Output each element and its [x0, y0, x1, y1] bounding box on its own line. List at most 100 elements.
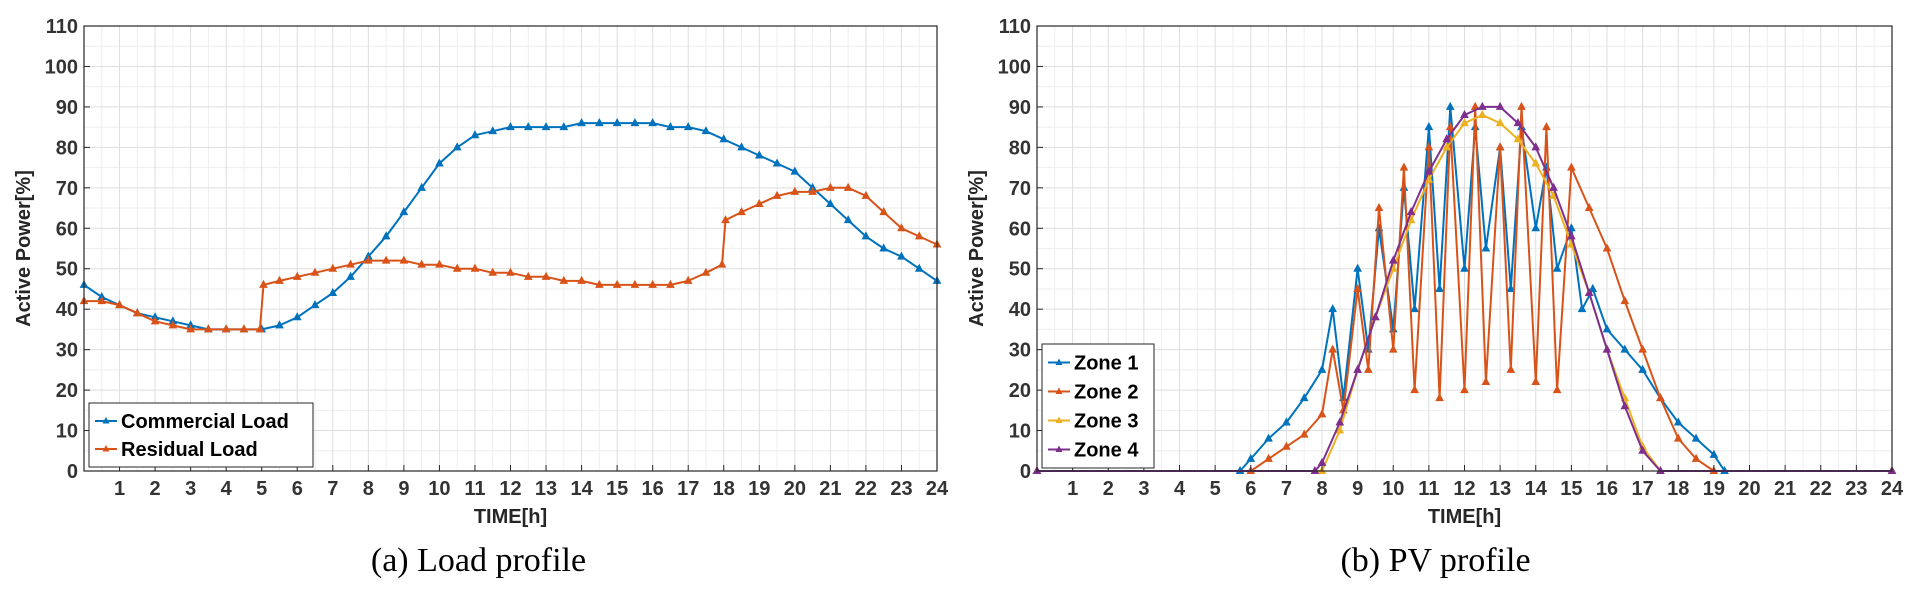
data-point [115, 300, 124, 309]
x-tick-label: 8 [363, 478, 374, 500]
data-point [790, 166, 800, 175]
data-point [1328, 344, 1338, 353]
data-point [595, 279, 604, 288]
data-point [452, 263, 462, 272]
data-point [1445, 101, 1455, 110]
x-tick-label: 1 [114, 478, 125, 500]
data-point [808, 186, 817, 195]
x-tick-label: 7 [1281, 478, 1292, 500]
data-point [1656, 393, 1665, 402]
data-point [255, 324, 265, 333]
x-tick-label: 2 [1103, 478, 1114, 500]
data-point [541, 271, 551, 280]
x-tick-label: 14 [1525, 478, 1548, 500]
data-point [1495, 142, 1505, 151]
data-point [914, 263, 924, 272]
x-tick-label: 20 [1738, 478, 1760, 500]
x-tick-label: 4 [1174, 478, 1186, 500]
x-tick-label: 15 [1560, 478, 1582, 500]
data-point [346, 271, 355, 280]
data-point [861, 231, 871, 240]
y-tick-label: 90 [56, 97, 78, 119]
data-point [772, 190, 782, 199]
x-tick-label: 13 [535, 478, 557, 500]
data-point [1424, 122, 1434, 131]
data-point [275, 275, 284, 284]
data-point [1584, 287, 1594, 296]
data-point [1460, 263, 1469, 272]
data-point [1588, 283, 1598, 292]
data-point [1328, 304, 1338, 313]
data-point [1317, 409, 1327, 418]
data-point [719, 134, 729, 143]
y-tick-label: 10 [56, 421, 78, 443]
x-tick-label: 11 [464, 478, 485, 500]
data-point [1577, 304, 1587, 313]
data-point [97, 296, 107, 305]
legend-label: Commercial Load [121, 411, 289, 433]
legend-label: Residual Load [121, 439, 258, 461]
data-point [1460, 385, 1469, 394]
data-point [1460, 118, 1469, 127]
data-point [1406, 207, 1416, 216]
x-tick-label: 20 [784, 478, 806, 500]
x-axis-label: TIME[h] [1428, 506, 1501, 528]
x-tick-label: 10 [1382, 478, 1404, 500]
pv-profile-panel: 1 2 3 4 5 6 7 8 9 10 11 12 13 14 15 16 17 18 19 20 21 22 23 24 0… [957, 0, 1914, 602]
x-tick-label: 5 [1210, 478, 1221, 500]
legend: Zone 1 Zone 2 Zone 3 Zone 4 [1041, 343, 1155, 469]
y-tick-label: 30 [1009, 340, 1031, 362]
data-point [1299, 393, 1309, 402]
data-point [1388, 255, 1398, 264]
y-tick-label: 50 [1009, 259, 1031, 281]
data-point [721, 215, 730, 224]
x-tick-label: 21 [819, 478, 841, 500]
data-point [754, 150, 764, 159]
data-point [737, 142, 746, 151]
pv-profile-chart: 1 2 3 4 5 6 7 8 9 10 11 12 13 14 15 16 17 18 19 20 21 22 23 240… [966, 16, 1904, 528]
x-tick-label: 3 [185, 478, 196, 500]
x-tick-label: 10 [428, 478, 450, 500]
x-tick-label: 13 [1489, 478, 1511, 500]
x-tick-label: 21 [1774, 478, 1796, 500]
data-point [1656, 465, 1665, 474]
data-point [1584, 202, 1594, 212]
data-point [204, 324, 213, 333]
y-tick-label: 60 [1009, 218, 1031, 240]
series-commercial-load [79, 118, 942, 333]
x-tick-label: 22 [1810, 478, 1832, 500]
x-tick-label: 1 [1067, 478, 1078, 500]
legend-marker [1055, 387, 1063, 394]
x-tick-label: 9 [1352, 478, 1363, 500]
data-point [1477, 109, 1487, 118]
legend-marker [1055, 445, 1063, 452]
data-point [186, 324, 195, 333]
data-point [1264, 433, 1273, 442]
data-point [1506, 283, 1516, 292]
data-point [541, 122, 551, 131]
data-point [506, 122, 515, 131]
y-tick-label: 100 [45, 56, 78, 78]
data-point [701, 267, 711, 276]
data-point [1638, 445, 1647, 454]
data-point [1353, 364, 1362, 373]
x-tick-label: 12 [499, 478, 521, 500]
x-tick-label: 22 [855, 478, 877, 500]
data-point [648, 118, 658, 127]
data-point [1445, 122, 1455, 131]
data-point [1335, 417, 1345, 426]
y-tick-label: 110 [999, 16, 1031, 38]
data-point [1620, 344, 1630, 353]
y-tick-label: 20 [1009, 380, 1031, 402]
data-point [790, 186, 800, 195]
data-point [559, 275, 569, 284]
data-point [275, 320, 284, 329]
data-point [577, 118, 586, 127]
legend-label: Zone 4 [1074, 440, 1139, 462]
data-point [717, 259, 727, 268]
data-point [310, 267, 320, 276]
data-point [1399, 162, 1409, 171]
data-point [328, 263, 338, 272]
data-point [1620, 401, 1630, 410]
data-point [488, 267, 498, 276]
